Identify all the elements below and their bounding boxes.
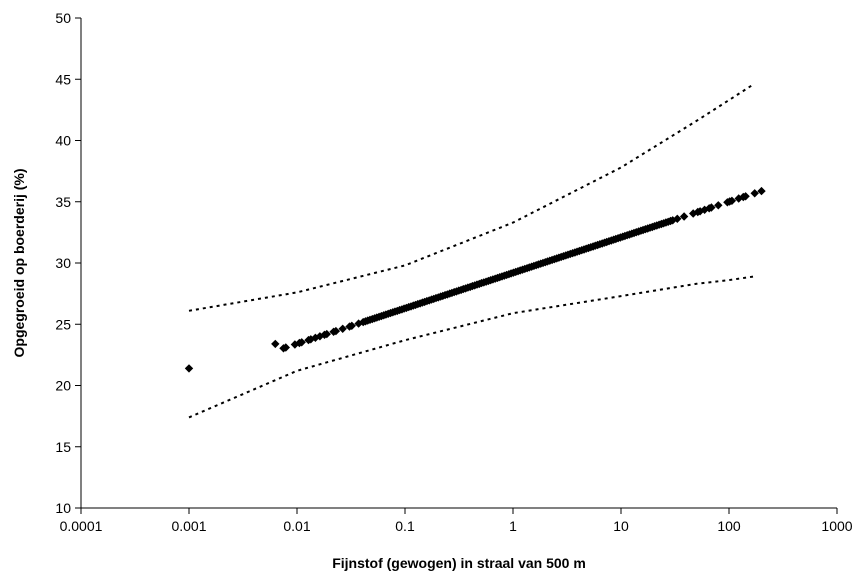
x-tick-label: 0.01 [283,518,310,534]
data-point [707,203,716,212]
plot-area [81,18,837,508]
confidence-bands [188,83,755,419]
y-tick-label: 20 [55,378,71,394]
data-point [322,329,331,339]
x-ticks: 0.0001 0.001 0.01 0.1 1 10 100 1000 [60,508,853,534]
x-tick-label: 1000 [821,518,852,534]
x-tick-label: 1 [509,518,517,534]
x-tick-label: 10 [613,518,629,534]
data-point [271,339,280,349]
y-tick-label: 30 [55,255,71,271]
y-tick-label: 40 [55,133,71,149]
data-point [281,343,290,352]
y-axis-title: Opgegroeid op boerderij (%) [11,168,27,357]
data-point [668,216,677,225]
x-tick-label: 0.1 [395,518,415,534]
y-ticks: 10 15 20 25 30 35 40 45 50 [55,10,81,516]
y-tick-label: 25 [55,316,71,332]
y-tick-label: 15 [55,439,71,455]
data-point [727,196,737,205]
lower-confidence-line [188,275,755,419]
data-point [689,209,698,218]
y-tick-label: 35 [55,194,71,210]
data-point [338,324,347,333]
data-point [714,201,723,210]
data-point [679,212,689,221]
x-tick-label: 0.0001 [60,518,103,534]
y-tick-label: 10 [55,500,71,516]
data-point [297,338,306,347]
data-point [184,364,194,373]
data-point [757,186,766,196]
data-point [741,192,750,201]
data-point [347,321,356,330]
data-point [695,207,705,216]
data-point [700,205,709,214]
data-point [673,214,682,223]
x-tick-label: 0.001 [171,518,206,534]
data-point [331,326,341,336]
x-tick-label: 100 [717,518,741,534]
y-tick-label: 50 [55,10,71,26]
data-point [734,194,743,203]
data-point [750,189,759,198]
x-axis-title: Fijnstof (gewogen) in straal van 500 m [332,555,586,571]
data-points [184,186,766,373]
upper-confidence-line [188,83,755,312]
y-tick-label: 45 [55,71,71,87]
